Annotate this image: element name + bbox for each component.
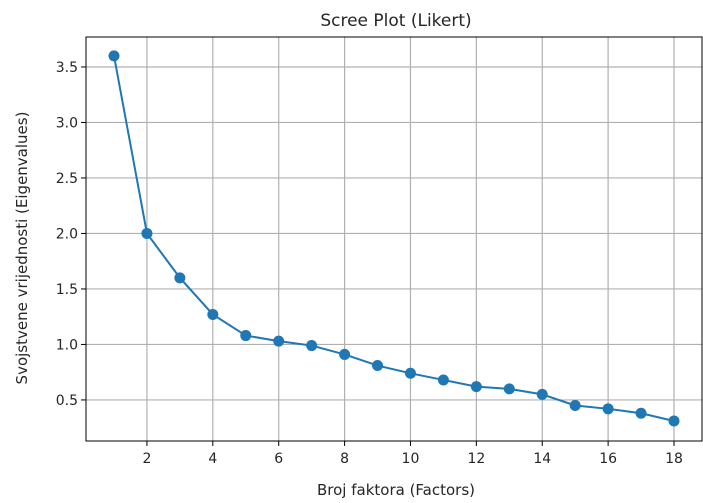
y-tick-label: 2.0 bbox=[56, 226, 78, 242]
data-point bbox=[503, 383, 515, 395]
y-tick-label: 1.0 bbox=[56, 337, 78, 353]
data-point bbox=[668, 415, 680, 427]
data-point bbox=[602, 403, 614, 415]
series-line bbox=[113, 55, 675, 422]
data-point bbox=[174, 272, 186, 284]
data-point bbox=[240, 330, 252, 342]
y-tick-label: 2.5 bbox=[56, 171, 78, 187]
data-point bbox=[339, 348, 351, 360]
y-tick-label: 1.5 bbox=[56, 282, 78, 298]
chart-title: Scree Plot (Likert) bbox=[320, 11, 471, 31]
x-tick-label: 16 bbox=[599, 451, 617, 467]
data-point bbox=[141, 227, 153, 239]
data-point bbox=[108, 50, 120, 62]
x-tick-label: 18 bbox=[665, 451, 683, 467]
y-tick-label: 0.5 bbox=[56, 393, 78, 409]
x-axis-title: Broj faktora (Factors) bbox=[317, 481, 475, 499]
x-tick-label: 12 bbox=[467, 451, 485, 467]
data-point bbox=[635, 407, 647, 419]
data-point bbox=[437, 374, 449, 386]
x-tick-label: 2 bbox=[142, 451, 151, 467]
y-tick-label: 3.0 bbox=[56, 115, 78, 131]
data-point bbox=[306, 340, 318, 352]
x-tick-label: 10 bbox=[402, 451, 420, 467]
data-point bbox=[273, 335, 285, 347]
grid-layer bbox=[86, 37, 702, 441]
data-point bbox=[207, 308, 219, 320]
series-layer bbox=[108, 50, 680, 427]
x-tick-label: 14 bbox=[533, 451, 551, 467]
y-axis-title: Svojstvene vrijednosti (Eigenvalues) bbox=[13, 112, 31, 385]
data-point bbox=[404, 367, 416, 379]
plot-frame bbox=[85, 36, 703, 442]
x-tick-label: 8 bbox=[340, 451, 349, 467]
x-tick-label: 4 bbox=[208, 451, 217, 467]
data-point bbox=[372, 360, 384, 372]
y-tick-label: 3.5 bbox=[56, 60, 78, 76]
data-point bbox=[536, 388, 548, 400]
axes-layer: 2 4 6 8 10 12 14 16 18 0.5 1.0 1.5 2.0 2.5 3.0 3.5 bbox=[56, 36, 703, 467]
data-point bbox=[569, 399, 581, 411]
x-tick-label: 6 bbox=[274, 451, 283, 467]
data-point bbox=[470, 381, 482, 393]
